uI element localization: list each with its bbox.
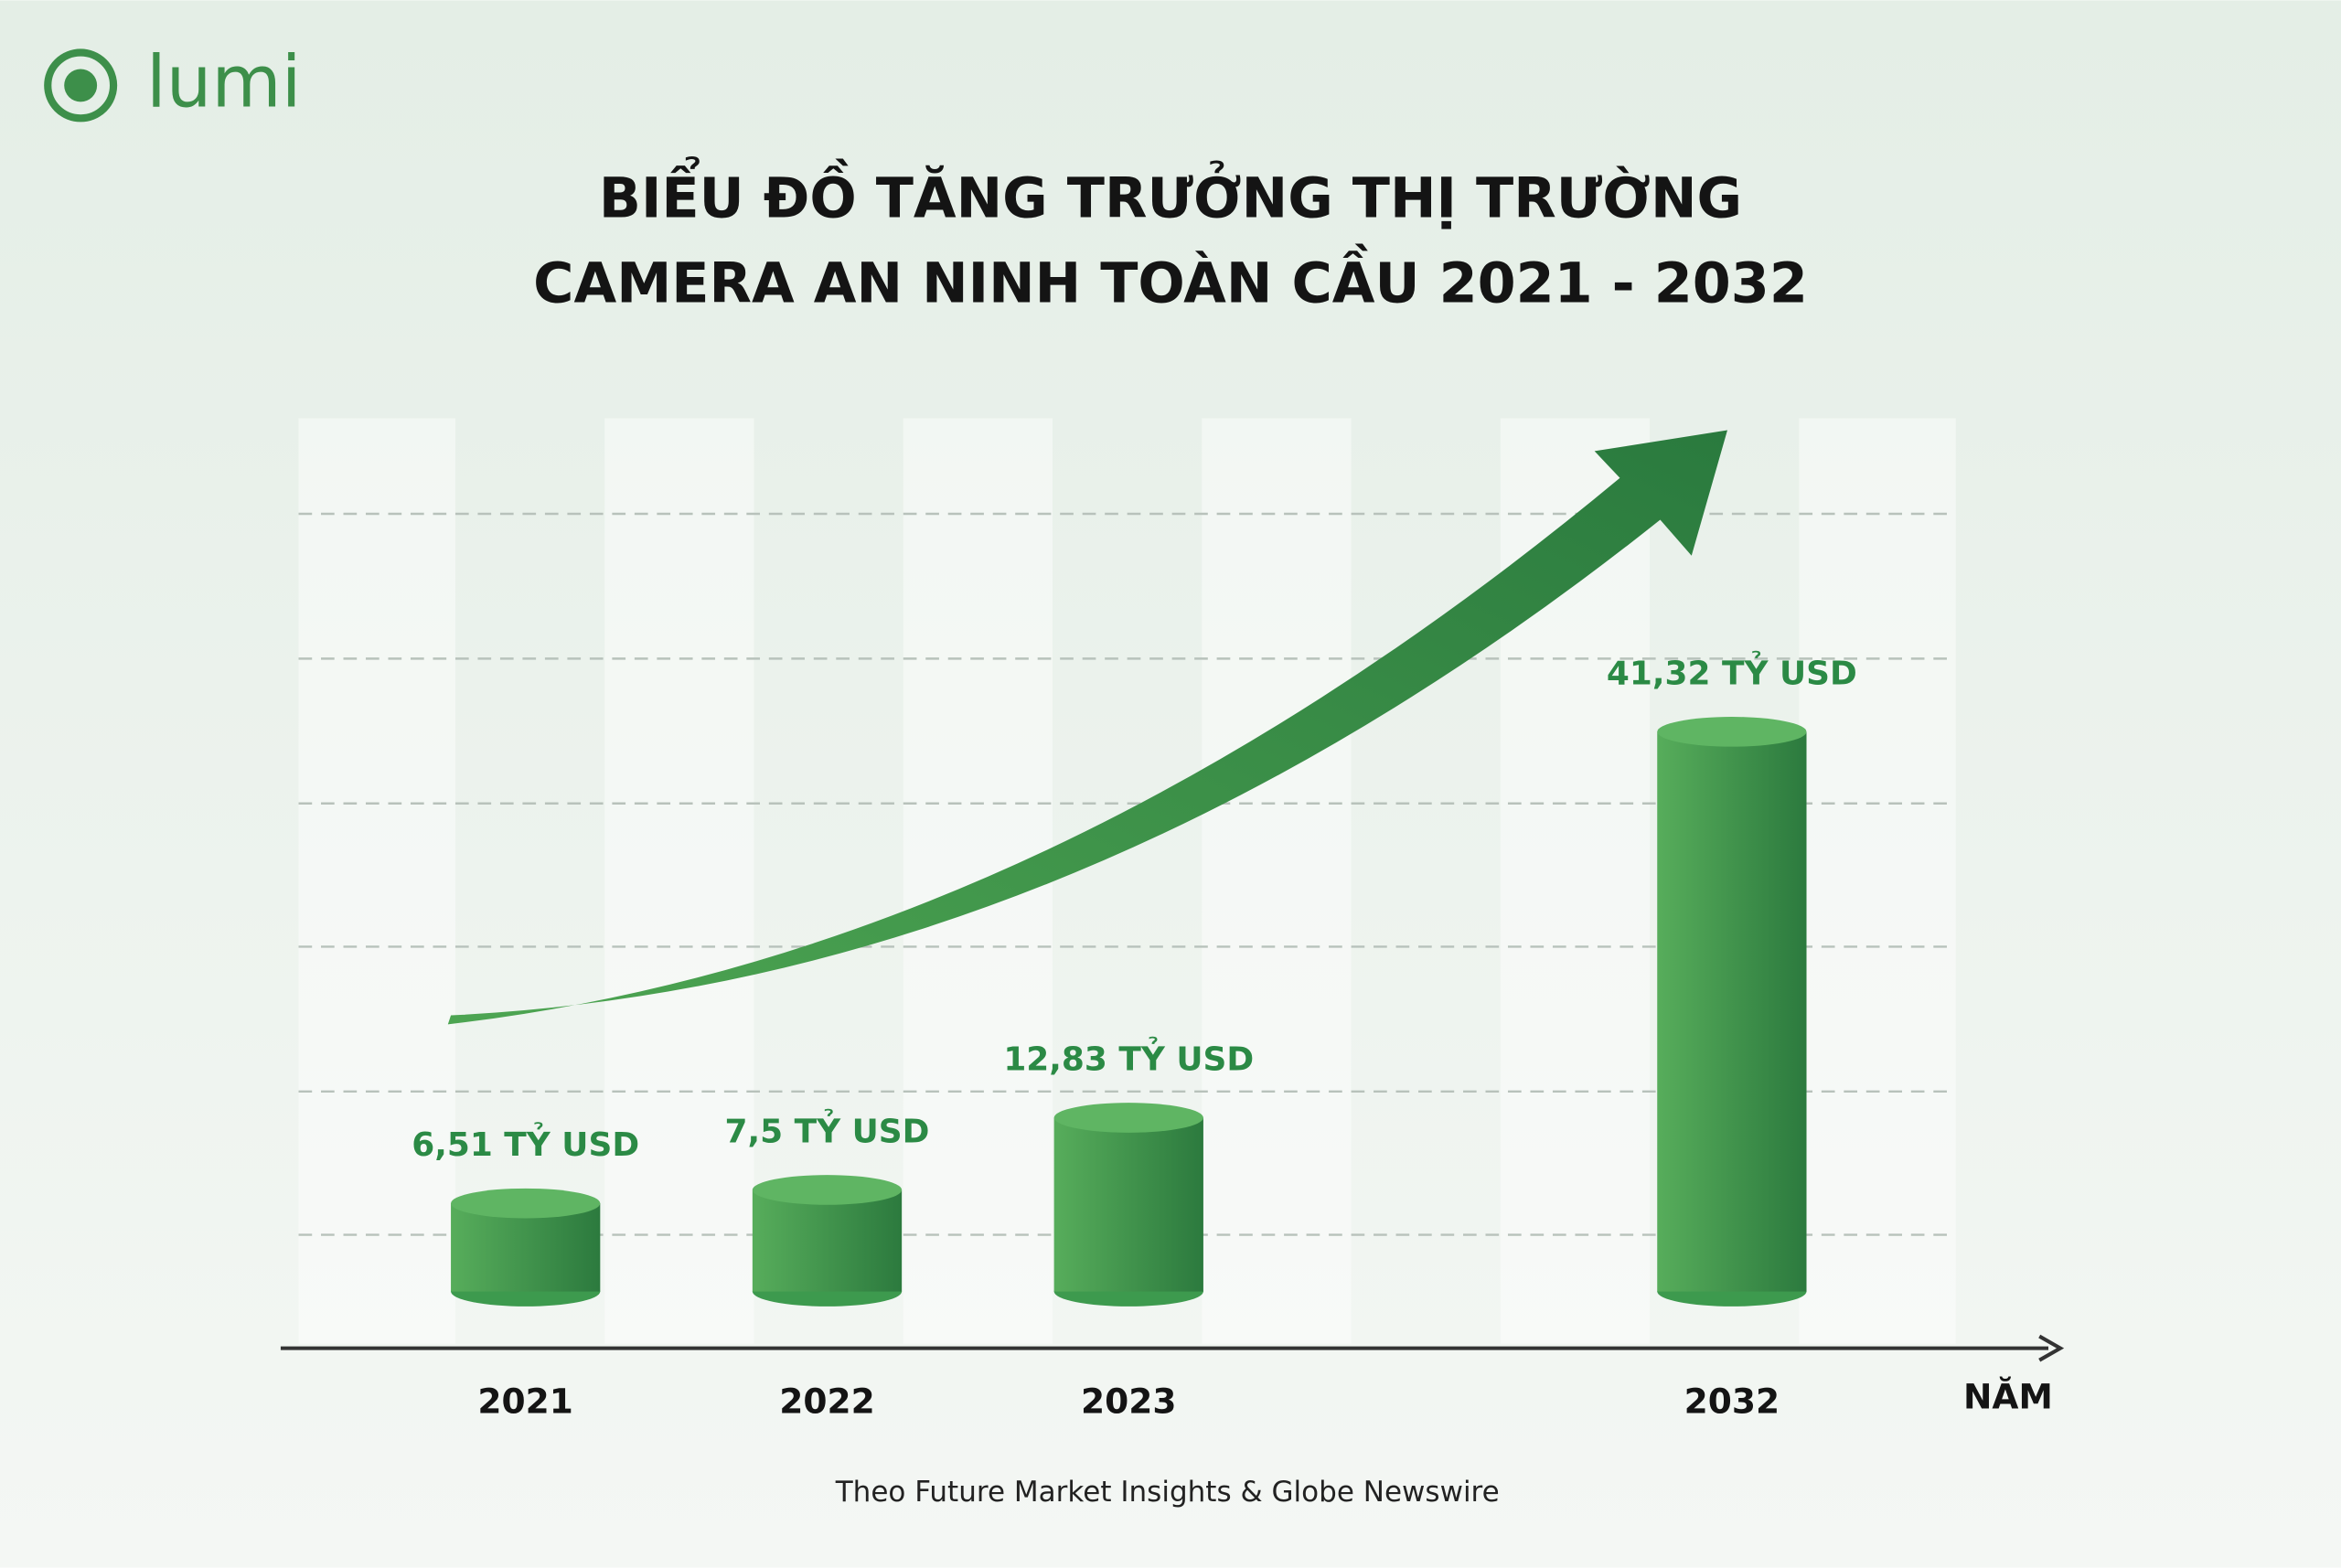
bar bbox=[1657, 731, 1807, 1292]
source-note: Theo Future Market Insights & Globe News… bbox=[835, 1476, 1500, 1509]
value-label: 7,5 TỶ USD bbox=[725, 1108, 930, 1150]
value-label: 6,51 TỶ USD bbox=[412, 1122, 639, 1164]
value-label: 41,32 TỶ USD bbox=[1607, 650, 1857, 692]
x-tick-label: 2021 bbox=[477, 1381, 573, 1422]
value-label: 12,83 TỶ USD bbox=[1003, 1036, 1254, 1078]
x-axis-arrow bbox=[2038, 1334, 2065, 1362]
background-stripes bbox=[298, 418, 1956, 1344]
bar-top bbox=[752, 1175, 903, 1205]
x-tick-label: 2032 bbox=[1684, 1381, 1780, 1422]
bar bbox=[1053, 1117, 1203, 1292]
chart-title: CAMERA AN NINH TOÀN CẦU 2021 - 2032 bbox=[533, 243, 1808, 315]
x-tick-label: 2022 bbox=[779, 1381, 875, 1422]
logo: lumi bbox=[44, 41, 302, 124]
bar-top bbox=[451, 1188, 601, 1219]
x-axis-label: NĂM bbox=[1963, 1377, 2053, 1417]
bar-top bbox=[1053, 1103, 1203, 1133]
chart-title: BIỂU ĐỒ TĂNG TRƯỞNG THỊ TRƯỜNG bbox=[599, 155, 1742, 230]
bar bbox=[752, 1189, 903, 1292]
logo-text: lumi bbox=[146, 41, 302, 124]
bar-top bbox=[1657, 717, 1807, 747]
x-tick-label: 2023 bbox=[1081, 1381, 1177, 1422]
